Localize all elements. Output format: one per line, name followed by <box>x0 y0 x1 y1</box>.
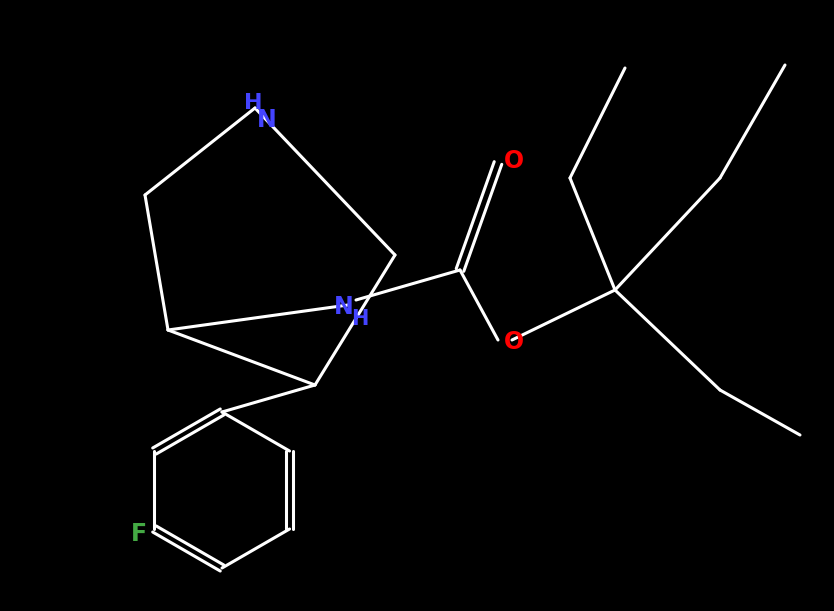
Text: O: O <box>504 149 524 173</box>
Text: F: F <box>130 522 147 546</box>
Text: H: H <box>244 93 262 113</box>
Text: H: H <box>351 309 369 329</box>
Text: O: O <box>504 330 524 354</box>
Text: N: N <box>334 295 354 319</box>
Text: N: N <box>257 108 277 132</box>
